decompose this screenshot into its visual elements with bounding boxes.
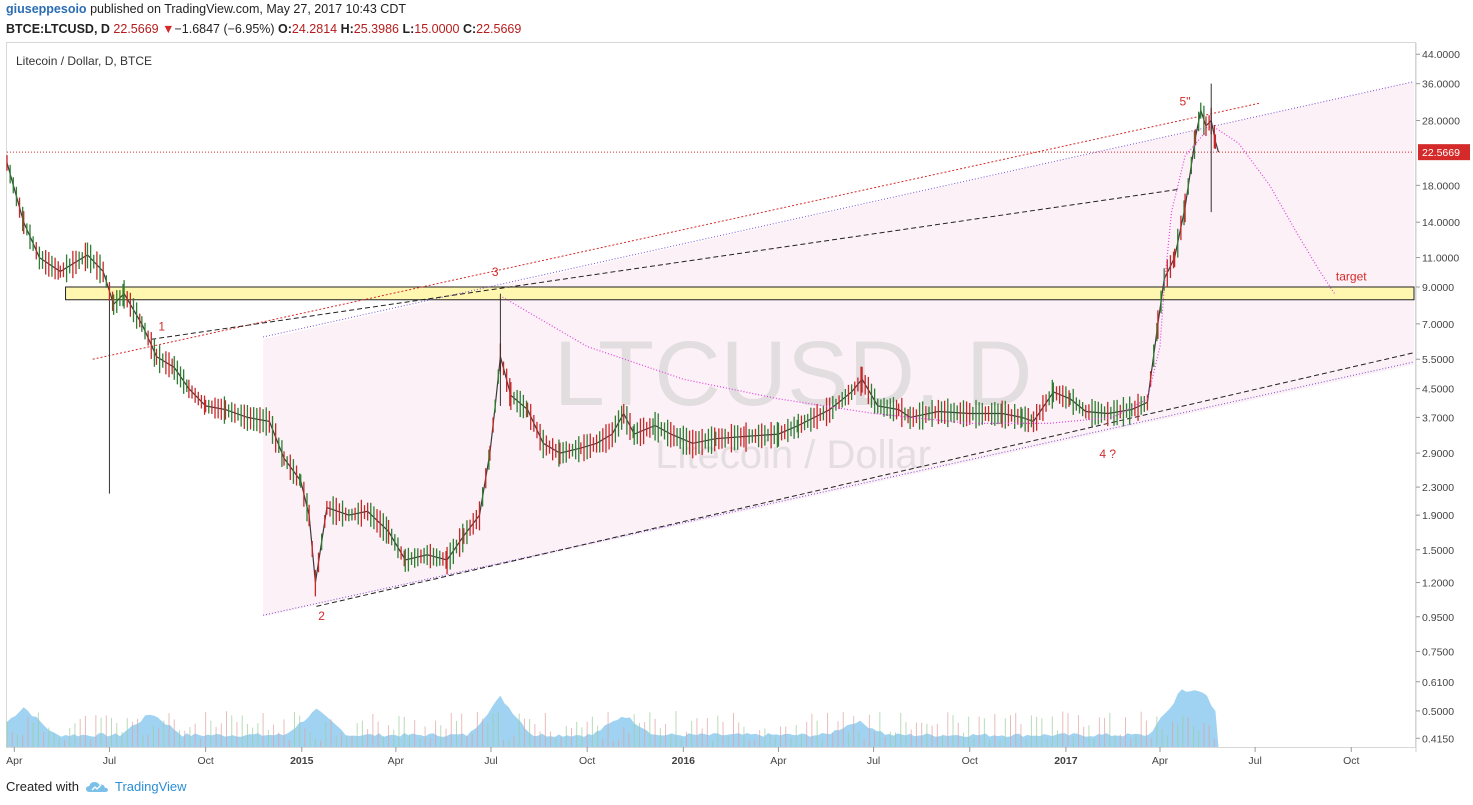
y-tick-label: 7.0000 — [1422, 319, 1454, 331]
y-tick-label: 0.6100 — [1422, 677, 1454, 689]
x-tick-label: Apr — [388, 755, 405, 767]
x-tick-label: Jul — [484, 755, 497, 767]
author-link[interactable]: giuseppesoio — [6, 2, 87, 16]
last-price: 22.5669 — [113, 22, 159, 36]
close-label: C: — [462, 22, 477, 36]
x-tick-label: Oct — [197, 755, 213, 767]
publish-line: giuseppesoio published on TradingView.co… — [6, 2, 406, 16]
y-tick-label: 2.9000 — [1422, 448, 1454, 460]
lower-dashed-line — [316, 352, 1415, 607]
x-tick-label: Jul — [1248, 755, 1261, 767]
symbol-label: BTCE:LTCUSD, D — [6, 22, 110, 36]
x-tick-label: Apr — [770, 755, 787, 767]
y-tick-label: 44.0000 — [1422, 49, 1460, 61]
y-tick-label: 36.0000 — [1422, 79, 1460, 91]
wave-4-label: 4 ? — [1099, 447, 1116, 461]
channel-fill — [263, 81, 1414, 617]
ohlc-line: BTCE:LTCUSD, D 22.5669 ▼−1.6847 (−6.95%)… — [6, 22, 521, 36]
y-tick-label: 1.5000 — [1422, 545, 1454, 557]
x-tick-label: Oct — [962, 755, 978, 767]
y-tick-label: 3.7000 — [1422, 412, 1454, 424]
target-label: target — [1336, 270, 1367, 284]
footer: Created with TradingView — [6, 779, 187, 794]
open-value: 24.2814 — [291, 22, 338, 36]
created-with-label: Created with — [6, 779, 79, 794]
y-tick-label: 1.9000 — [1422, 510, 1454, 522]
x-tick-label: 2015 — [290, 755, 314, 767]
open-label: O: — [278, 22, 292, 36]
y-tick-label: 5.5000 — [1422, 354, 1454, 366]
y-tick-label: 0.9500 — [1422, 612, 1454, 624]
y-tick-label: 18.0000 — [1422, 180, 1460, 192]
y-tick-label: 11.0000 — [1422, 253, 1459, 265]
last-price-tick: 22.5669 — [1422, 147, 1460, 159]
close-value: 22.5669 — [476, 22, 522, 36]
tradingview-link[interactable]: TradingView — [114, 779, 187, 794]
x-tick-label: Jul — [103, 755, 116, 767]
y-tick-label: 0.7500 — [1422, 646, 1454, 658]
low-label: L: — [402, 22, 415, 36]
upper-red-line — [92, 102, 1260, 360]
name-watermark: Litecoin / Dollar — [655, 433, 931, 477]
x-tick-label: Apr — [6, 755, 23, 767]
y-tick-label: 1.2000 — [1422, 578, 1454, 590]
y-tick-label: 28.0000 — [1422, 116, 1460, 128]
target-arc — [1216, 128, 1336, 295]
wave-3-label: 3 — [492, 265, 499, 279]
projection-arc — [502, 131, 1207, 424]
inner-dashed-line — [151, 188, 1178, 340]
x-tick-label: Oct — [1343, 755, 1359, 767]
price-change: −1.6847 (−6.95%) — [174, 22, 275, 36]
x-tick-label: 2016 — [672, 755, 696, 767]
wave-2-label: 2 — [318, 609, 325, 623]
y-tick-label: 0.5000 — [1422, 706, 1454, 718]
publish-info: published on TradingView.com, May 27, 20… — [90, 2, 406, 16]
x-tick-label: Apr — [1152, 755, 1169, 767]
wave-5-label: 5'' — [1179, 95, 1190, 109]
high-label: H: — [340, 22, 354, 36]
symbol-watermark: LTCUSD, D — [554, 323, 1033, 425]
down-arrow-icon: ▼ — [162, 22, 175, 36]
y-tick-label: 9.0000 — [1422, 282, 1454, 294]
y-tick-label: 4.5000 — [1422, 384, 1454, 396]
y-tick-label: 2.3000 — [1422, 482, 1454, 494]
y-tick-label: 14.0000 — [1422, 217, 1460, 229]
x-tick-label: Jul — [867, 755, 880, 767]
x-tick-label: 2017 — [1054, 755, 1078, 767]
price-chart[interactable]: LTCUSD, D Litecoin / Dollar 1 2 3 4 ? 5'' targe… — [0, 0, 1473, 775]
y-tick-label: 0.4150 — [1422, 733, 1454, 745]
low-value: 15.0000 — [414, 22, 460, 36]
high-value: 25.3986 — [353, 22, 399, 36]
wave-1-label: 1 — [158, 319, 165, 333]
chart-title: Litecoin / Dollar, D, BTCE — [16, 54, 152, 68]
x-tick-label: Oct — [579, 755, 595, 767]
cloud-icon — [85, 781, 108, 792]
last-price-badge — [1418, 144, 1470, 161]
resistance-zone — [65, 286, 1415, 301]
